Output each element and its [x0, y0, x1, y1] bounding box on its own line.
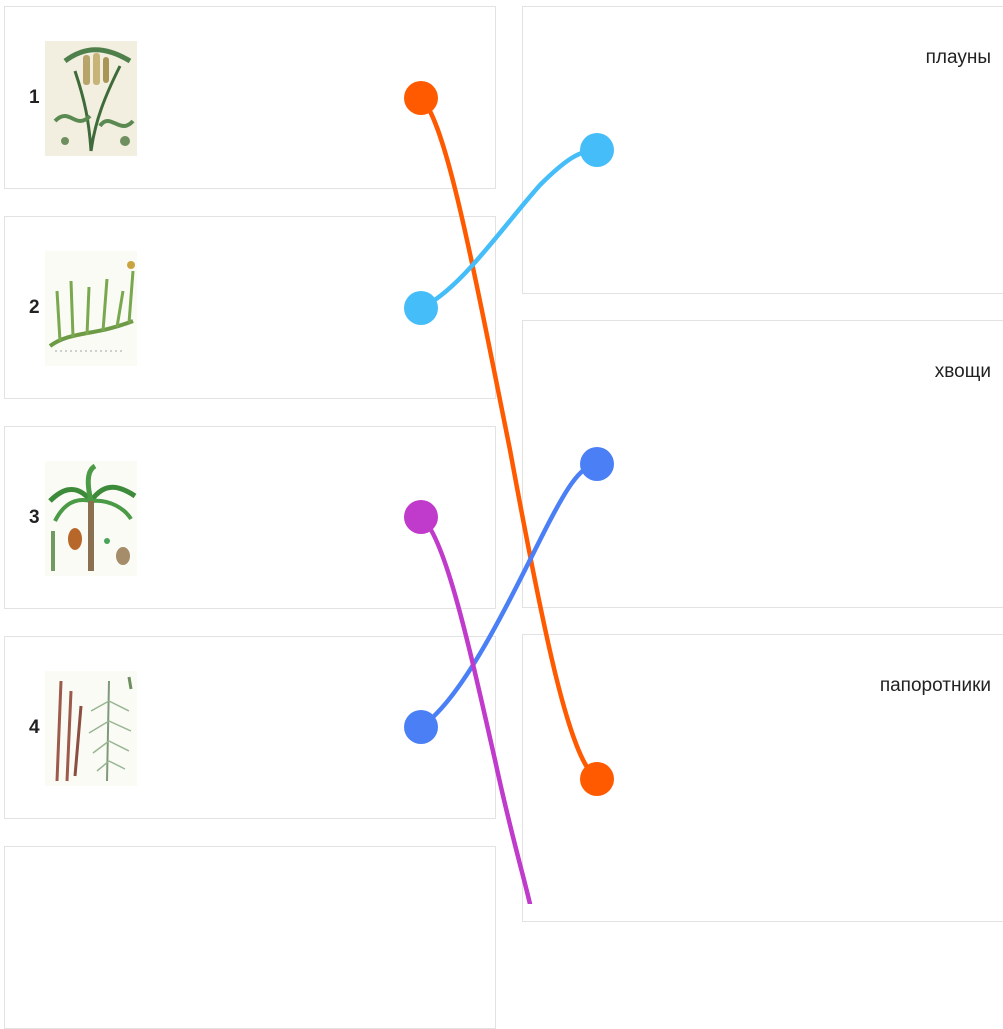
club-moss-illustration	[45, 41, 137, 156]
category-label: хвощи	[934, 361, 991, 382]
club-moss-branching-illustration	[45, 251, 137, 366]
horsetail-illustration	[45, 671, 137, 786]
item-number: 1	[29, 86, 40, 108]
connector-handle-item-2[interactable]	[404, 291, 438, 325]
item-card-3: 3	[4, 426, 496, 609]
item-number: 3	[29, 506, 40, 528]
connector-handle-plauny[interactable]	[580, 133, 614, 167]
connector-handle-khvoshchi[interactable]	[580, 447, 614, 481]
connector-handle-item-4[interactable]	[404, 710, 438, 744]
category-label: плауны	[925, 47, 991, 68]
item-number: 2	[29, 296, 40, 318]
cycad-palm-illustration	[45, 461, 137, 576]
connector-handle-item-3[interactable]	[404, 500, 438, 534]
connector-handle-paporotniki[interactable]	[580, 762, 614, 796]
item-number: 4	[29, 716, 40, 738]
connector-handle-item-1[interactable]	[404, 81, 438, 115]
item-card-5	[4, 846, 496, 1029]
category-label: папоротники	[879, 675, 991, 696]
